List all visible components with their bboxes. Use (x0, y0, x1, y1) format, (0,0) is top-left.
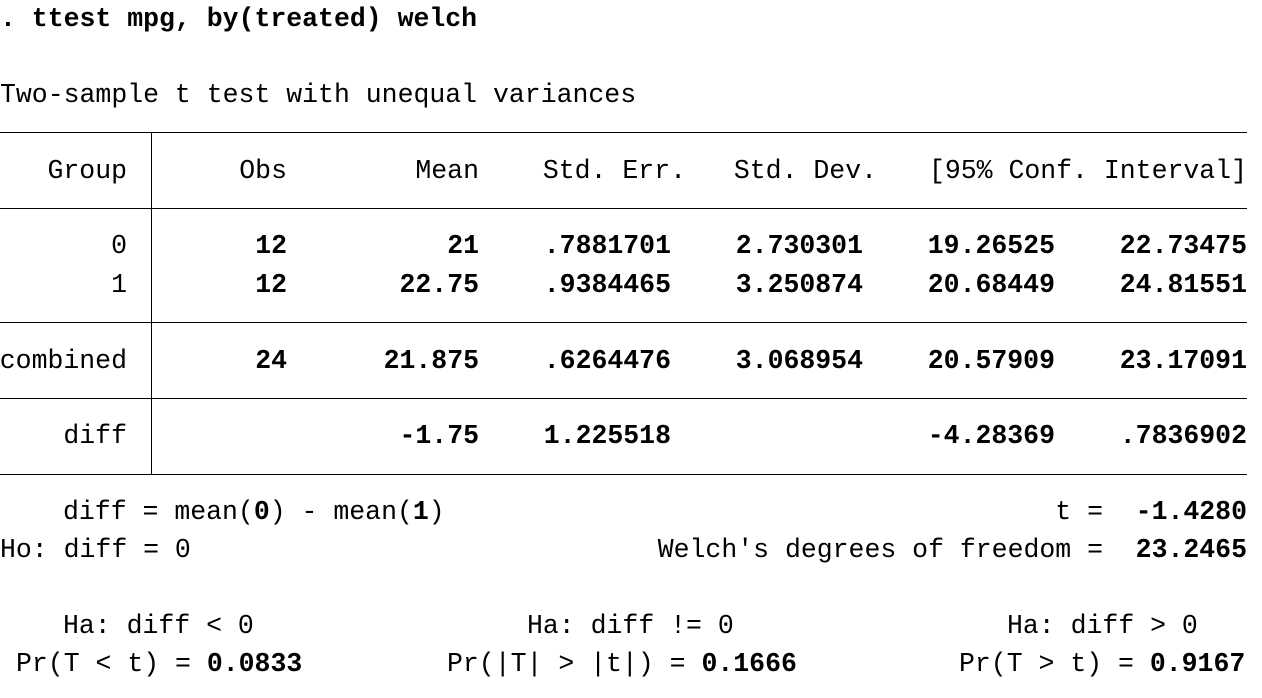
cell: 2.730301 (735, 231, 863, 261)
row-label: 1 (111, 270, 127, 300)
rule (0, 322, 1247, 323)
cell: .7881701 (543, 231, 671, 261)
alt-hypothesis: Ha: diff != 0 (527, 611, 734, 641)
p-value: 0.0833 (206, 649, 303, 679)
p-label: Pr(T < t) = (16, 649, 207, 679)
p-line: Pr(|T| > |t|) = 0.1666 (447, 645, 797, 683)
t-label: t = (1055, 497, 1103, 527)
header-cell: Std. Err. (542, 156, 686, 186)
t-value: -1.4280 (1135, 497, 1247, 527)
rule (0, 398, 1247, 399)
rule (0, 132, 1247, 133)
cell: 22.73475 (1119, 231, 1247, 261)
cell: 21.875 (383, 346, 479, 376)
cell: 12 (255, 270, 287, 300)
df-value: 23.2465 (1135, 535, 1247, 565)
p-value: 0.9167 (1149, 649, 1246, 679)
cell: 3.068954 (735, 346, 863, 376)
df-label: Welch's degrees of freedom = (657, 535, 1103, 565)
cell: 20.57909 (927, 346, 1055, 376)
diff-definition: diff = mean(0) - mean(1) (63, 497, 445, 527)
cell: -4.28369 (927, 421, 1055, 451)
cell: 23.17091 (1119, 346, 1247, 376)
alt-hypothesis: Ha: diff < 0 (63, 611, 254, 641)
cell: 12 (255, 231, 287, 261)
command: . ttest mpg, by(treated) welch (0, 4, 478, 34)
cell: 24 (255, 346, 287, 376)
row-label: 0 (111, 231, 127, 261)
row-label: diff (63, 421, 127, 451)
cell: .7836902 (1119, 421, 1247, 451)
cell: 22.75 (399, 270, 479, 300)
p-label: Pr(T > t) = (959, 649, 1150, 679)
cell: 1.225518 (543, 421, 671, 451)
cell: 3.250874 (735, 270, 863, 300)
rule (0, 208, 1247, 209)
null-hypothesis: Ho: diff = 0 (0, 535, 191, 565)
p-value: 0.1666 (701, 649, 797, 679)
p-line: Pr(T < t) = 0.0833 (16, 645, 302, 683)
title: Two-sample t test with unequal variances (0, 80, 637, 110)
header-cell: Std. Dev. (733, 156, 877, 186)
row-label: combined (0, 346, 127, 376)
cell: .6264476 (543, 346, 671, 376)
rule (0, 474, 1247, 475)
header-cell: Mean (415, 156, 479, 186)
column-rule (151, 132, 152, 474)
header-cell: [95% Conf. Interval] (928, 156, 1247, 186)
cell: 24.81551 (1119, 270, 1247, 300)
header-cell: Obs (239, 156, 287, 186)
header-cell: Group (47, 156, 127, 186)
cell: 20.68449 (927, 270, 1055, 300)
p-label: Pr(|T| > |t|) = (447, 649, 702, 679)
cell: .9384465 (543, 270, 671, 300)
cell: -1.75 (399, 421, 479, 451)
p-line: Pr(T > t) = 0.9167 (959, 645, 1245, 683)
alt-hypothesis: Ha: diff > 0 (1007, 611, 1198, 641)
cell: 19.26525 (927, 231, 1055, 261)
cell: 21 (447, 231, 479, 261)
